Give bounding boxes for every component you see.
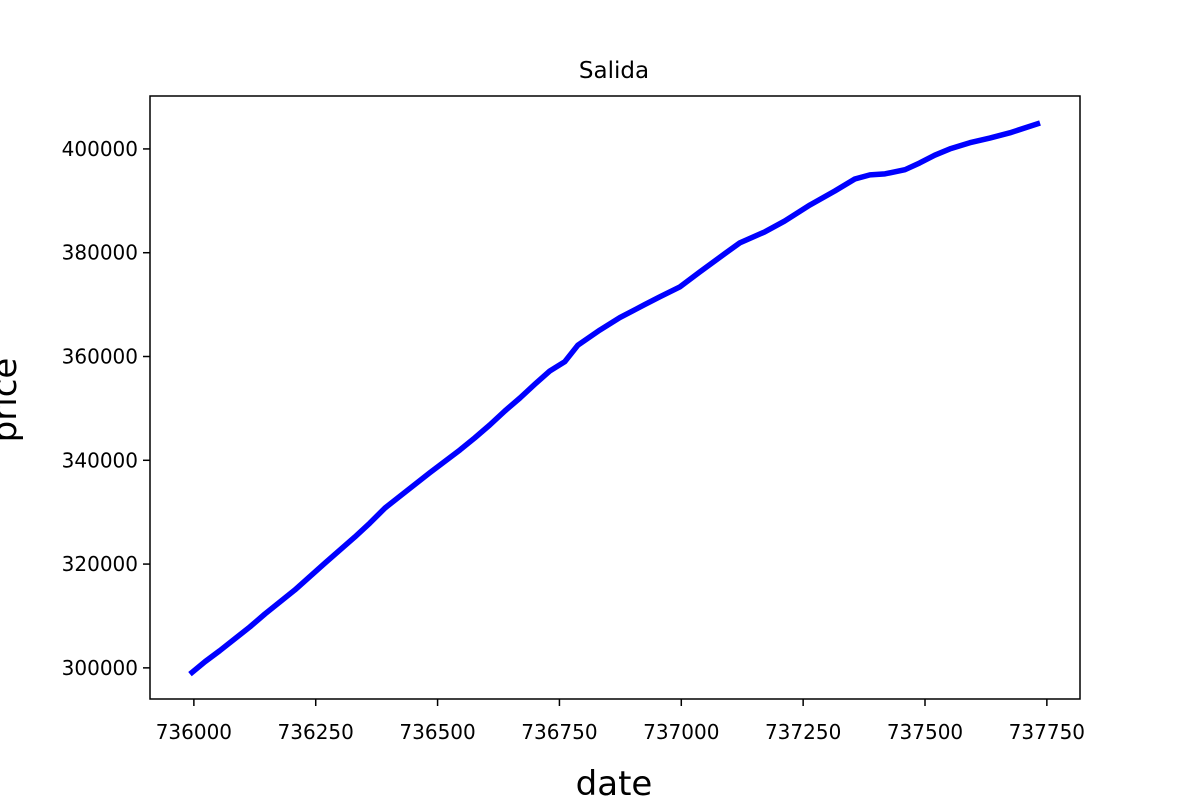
y-tick-label: 380000 bbox=[62, 241, 138, 265]
x-axis-label: date bbox=[576, 764, 653, 800]
y-tick-label: 400000 bbox=[62, 137, 138, 161]
line-series bbox=[188, 120, 1041, 677]
x-tick-label: 736750 bbox=[521, 720, 597, 744]
x-tick-label: 736500 bbox=[399, 720, 475, 744]
y-axis-label: price bbox=[0, 358, 25, 443]
y-tick-label: 360000 bbox=[62, 345, 138, 369]
chart-title: Salida bbox=[579, 58, 649, 84]
y-tick-label: 300000 bbox=[62, 656, 138, 680]
plot-frame bbox=[149, 95, 1081, 700]
x-tick-label: 736250 bbox=[278, 720, 354, 744]
x-tick-label: 737000 bbox=[643, 720, 719, 744]
x-tick-label: 736000 bbox=[156, 720, 232, 744]
y-tick-label: 340000 bbox=[62, 448, 138, 472]
x-tick-label: 737750 bbox=[1009, 720, 1085, 744]
x-tick-label: 737250 bbox=[765, 720, 841, 744]
y-tick-label: 320000 bbox=[62, 552, 138, 576]
x-tick-label: 737500 bbox=[887, 720, 963, 744]
